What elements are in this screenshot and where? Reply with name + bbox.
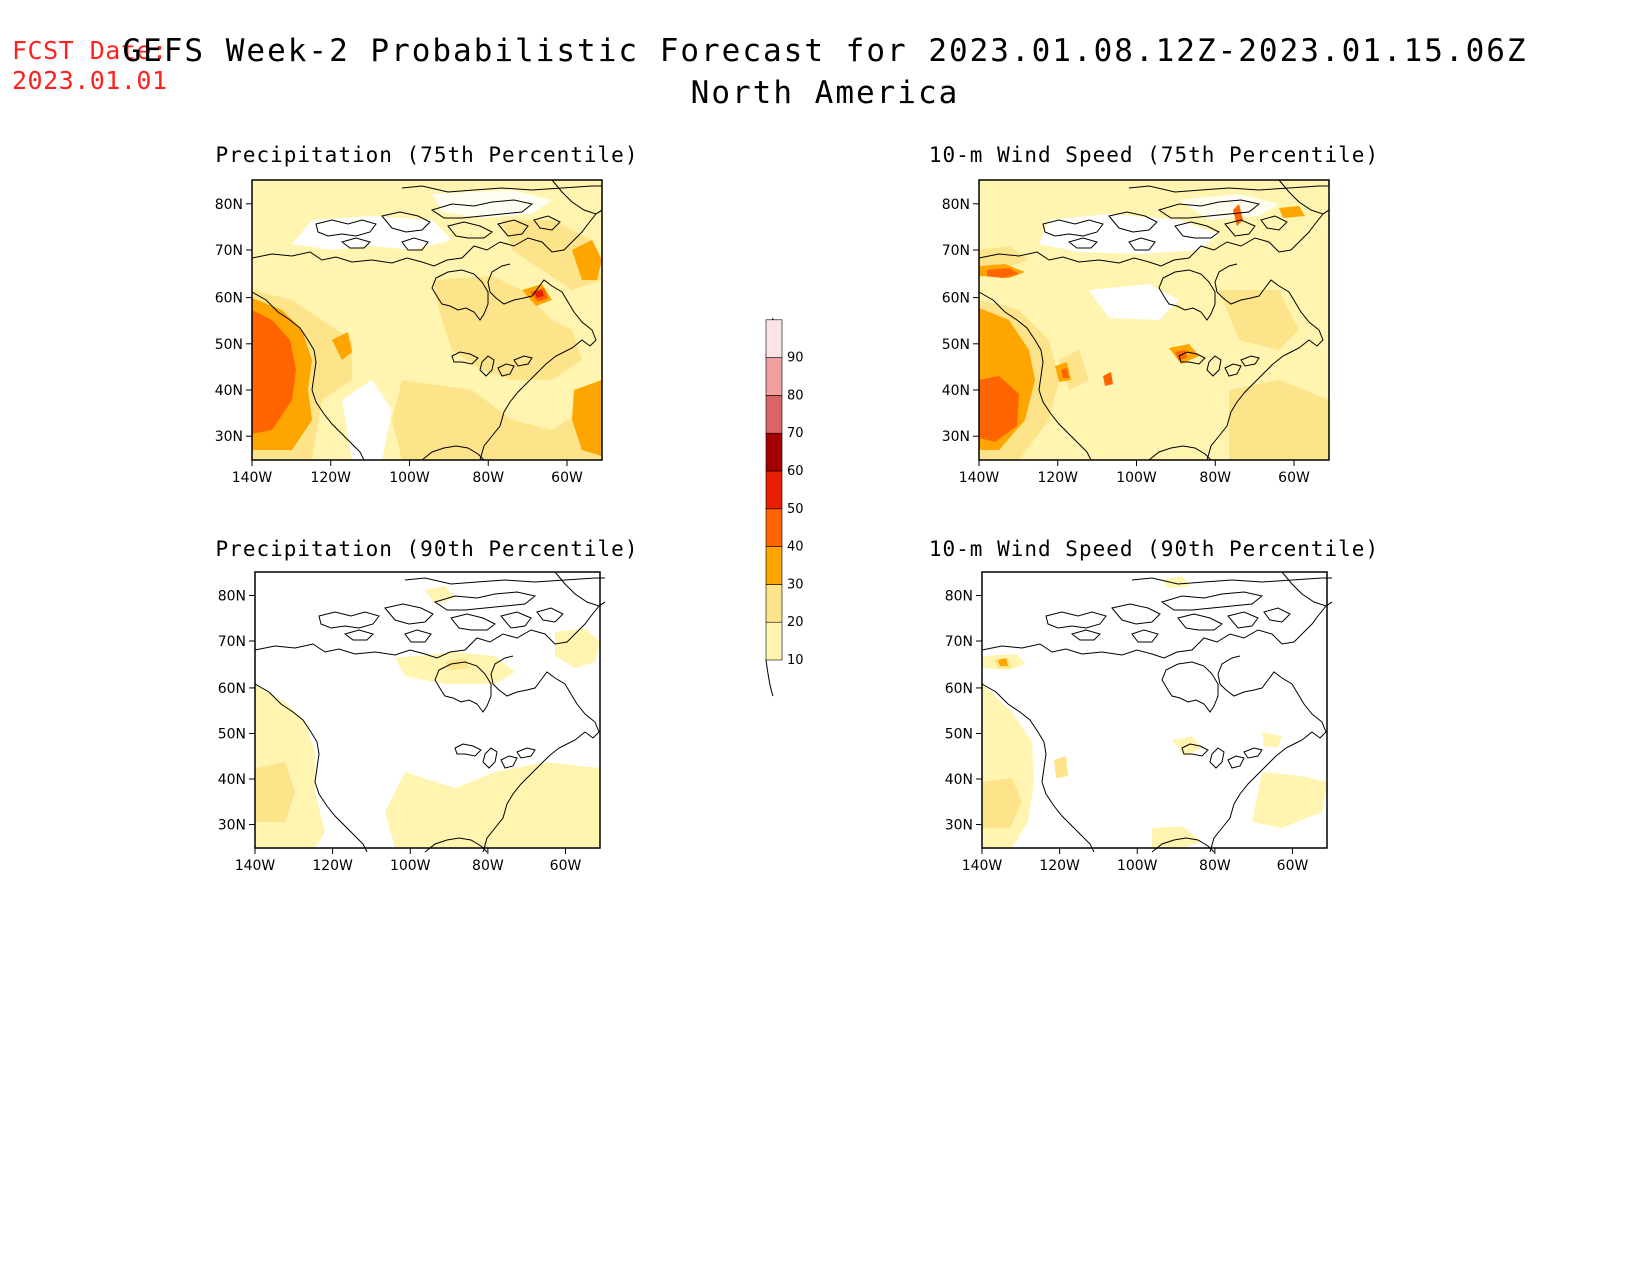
colorbar-label: 50	[787, 502, 804, 517]
colorbar-swatch	[765, 470, 783, 510]
colorbar-label: 20	[787, 615, 804, 630]
lat-tick-label: 40N	[218, 772, 246, 788]
colorbar-label: 30	[787, 577, 804, 592]
lat-tick-label: 50N	[945, 726, 973, 742]
lon-tick-label: 140W	[959, 470, 1000, 486]
figure-title-line2: North America	[690, 75, 960, 111]
colorbar-swatch	[765, 319, 783, 358]
lon-tick-label: 60W	[551, 470, 583, 486]
lon-tick-label: 140W	[235, 858, 276, 874]
lon-tick-label: 140W	[962, 858, 1003, 874]
forecast-date-label: FCST Date:	[12, 36, 168, 65]
lon-tick-label: 100W	[1116, 470, 1157, 486]
lon-tick-label: 60W	[1278, 470, 1310, 486]
figure-title-line1: GEFS Week-2 Probabilistic Forecast for 2…	[122, 33, 1528, 69]
colorbar-swatch	[765, 357, 783, 396]
lat-tick-label: 40N	[942, 383, 970, 399]
colorbar-swatch	[765, 432, 783, 472]
colorbar: 10 20 30 40 50 60 70 80 90	[765, 317, 804, 697]
map-precip90	[254, 571, 606, 853]
lat-tick-label: 80N	[942, 197, 970, 213]
colorbar-label: 80	[787, 388, 804, 403]
lon-tick-label: 100W	[390, 858, 431, 874]
colorbar-swatch	[765, 508, 783, 547]
colorbar-label: 90	[787, 351, 804, 366]
lon-tick-label: 140W	[232, 470, 273, 486]
colorbar-swatch	[765, 395, 783, 434]
lat-tick-label: 60N	[215, 291, 243, 307]
colorbar-swatch	[765, 621, 783, 661]
figure-title: GEFS Week-2 Probabilistic Forecast for 2…	[0, 30, 1650, 114]
lat-tick-label: 30N	[945, 818, 973, 834]
lat-tick-label: 50N	[215, 337, 243, 353]
colorbar-label: 40	[787, 540, 804, 555]
lat-tick-label: 70N	[215, 243, 243, 259]
lat-tick-label: 60N	[218, 681, 246, 697]
lat-tick-label: 60N	[942, 291, 970, 307]
map-precip75	[251, 179, 603, 461]
lat-tick-label: 80N	[218, 588, 246, 604]
axis-ticks: 80N 70N 60N 50N 40N 30N 140W 120W 100W 80W 60W 80N 7…	[215, 197, 1310, 874]
colorbar-label: 70	[787, 426, 804, 441]
lon-tick-label: 100W	[1117, 858, 1158, 874]
lat-tick-label: 50N	[942, 337, 970, 353]
panel-title-precip90: Precipitation (90th Percentile)	[215, 537, 639, 561]
lon-tick-label: 120W	[312, 858, 353, 874]
lon-tick-label: 80W	[1199, 470, 1231, 486]
lon-tick-label: 60W	[550, 858, 582, 874]
lon-tick-label: 120W	[310, 470, 351, 486]
lat-tick-label: 40N	[215, 383, 243, 399]
panel-title-precip75: Precipitation (75th Percentile)	[215, 143, 639, 167]
lon-tick-label: 80W	[472, 470, 504, 486]
lat-tick-label: 70N	[942, 243, 970, 259]
colorbar-swatch	[765, 546, 783, 585]
panel-title-wind75: 10-m Wind Speed (75th Percentile)	[928, 143, 1380, 167]
lon-tick-label: 80W	[1199, 858, 1231, 874]
lon-tick-label: 80W	[472, 858, 504, 874]
lat-tick-label: 80N	[215, 197, 243, 213]
lon-tick-label: 120W	[1039, 858, 1080, 874]
map-wind90	[981, 571, 1333, 853]
lat-tick-label: 30N	[942, 429, 970, 445]
lat-tick-label: 70N	[945, 634, 973, 650]
lat-tick-label: 50N	[218, 726, 246, 742]
forecast-date-block: FCST Date: 2023.01.01	[12, 36, 168, 96]
lon-tick-label: 100W	[389, 470, 430, 486]
lon-tick-label: 60W	[1277, 858, 1309, 874]
lat-tick-label: 40N	[945, 772, 973, 788]
lat-tick-label: 60N	[945, 681, 973, 697]
lat-tick-label: 30N	[215, 429, 243, 445]
colorbar-label: 10	[787, 653, 804, 668]
lat-tick-label: 30N	[218, 818, 246, 834]
lon-tick-label: 120W	[1037, 470, 1078, 486]
panel-title-wind90: 10-m Wind Speed (90th Percentile)	[928, 537, 1380, 561]
colorbar-swatch	[765, 584, 783, 623]
forecast-date-value: 2023.01.01	[12, 66, 168, 95]
map-wind75	[978, 179, 1330, 461]
lat-tick-label: 70N	[218, 634, 246, 650]
colorbar-label: 60	[787, 464, 804, 479]
lat-tick-label: 80N	[945, 588, 973, 604]
